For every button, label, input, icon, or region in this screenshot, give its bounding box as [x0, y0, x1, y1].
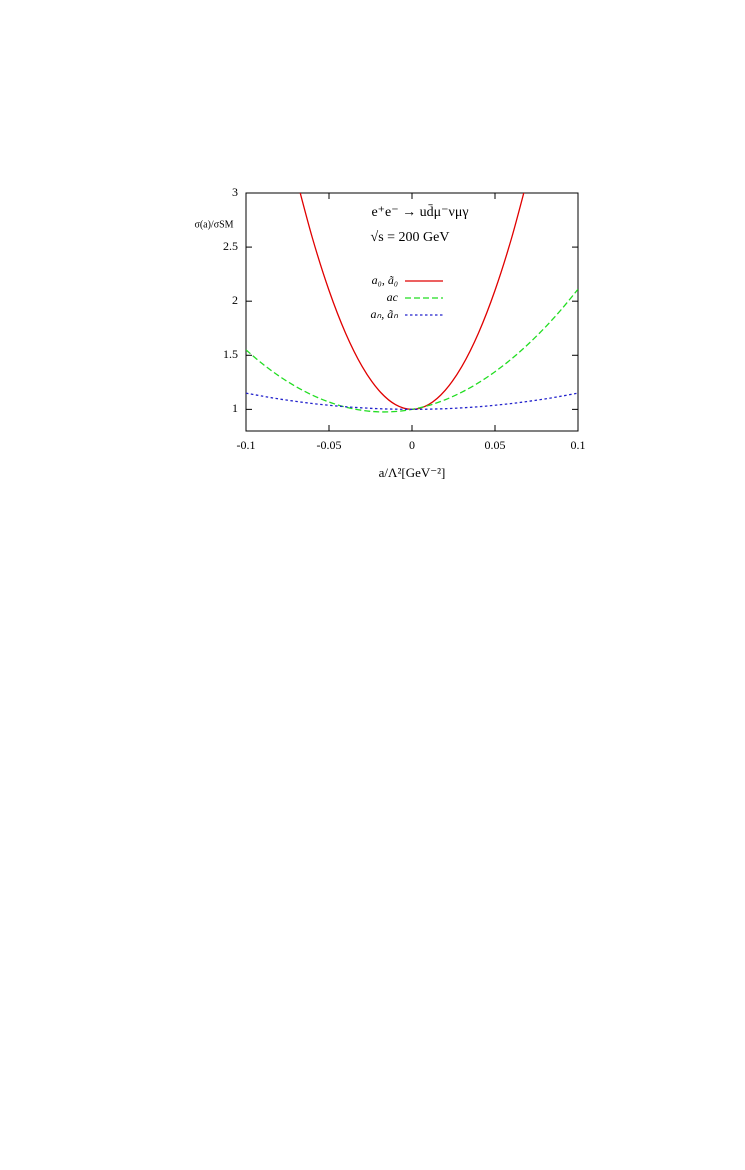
y-tick-label: 2	[232, 293, 238, 307]
x-tick-label: -0.05	[317, 438, 342, 452]
y-tick-label: 1	[232, 401, 238, 415]
legend-label: ac	[387, 290, 399, 304]
y-tick-label: 1.5	[223, 347, 238, 361]
x-tick-label: 0	[409, 438, 415, 452]
y-axis-label: σ(a)/σSM	[194, 219, 233, 230]
x-tick-label: 0.05	[485, 438, 506, 452]
legend-label: a₀, ã₀	[372, 273, 398, 287]
x-tick-label: 0.1	[571, 438, 586, 452]
x-tick-label: -0.1	[237, 438, 256, 452]
plot-frame	[245, 192, 579, 432]
x-axis-label: a/Λ²[GeV⁻²]	[379, 465, 446, 480]
series-line	[246, 288, 578, 413]
chart-subtitle: √s = 200 GeV	[371, 230, 450, 245]
chart-title: e⁺e⁻ → ud̄μ⁻νμγ	[371, 204, 468, 220]
y-tick-label: 2.5	[223, 239, 238, 253]
y-tick-label: 3	[232, 185, 238, 199]
legend-label: aₙ, ãₙ	[370, 307, 398, 321]
series-line	[246, 392, 578, 411]
